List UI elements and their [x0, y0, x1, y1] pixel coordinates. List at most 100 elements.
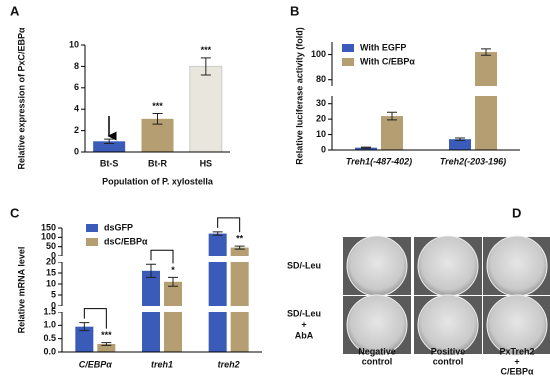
error-bar — [104, 138, 115, 144]
axis-break-gap — [326, 86, 520, 96]
plate — [486, 235, 548, 297]
y-tick-label: 15 — [46, 267, 56, 277]
y-axis-label: Relative expression of PxC/EBPα — [16, 27, 26, 170]
bar — [208, 233, 227, 352]
legend-label: dsGFP — [104, 222, 133, 232]
x-tick-label: treh2 — [218, 359, 240, 369]
y-tick-label: 0.5 — [43, 333, 56, 343]
bar — [97, 344, 116, 352]
error-bar — [455, 137, 465, 141]
error-bar — [481, 48, 491, 56]
significance: ** — [236, 233, 244, 243]
y-tick-label: 0 — [51, 300, 56, 310]
bracket — [83, 308, 107, 329]
y-tick-label: 100 — [311, 49, 326, 59]
y-tick-label: 0 — [321, 144, 326, 154]
error-bar — [152, 112, 163, 125]
column-label: control — [362, 356, 393, 366]
legend-label: With EGFP — [360, 42, 406, 52]
bar — [355, 147, 377, 150]
significance: *** — [101, 330, 112, 340]
bracket — [217, 217, 241, 233]
y-tick-label: 100 — [41, 232, 56, 242]
error-bar — [101, 342, 112, 346]
bar — [230, 247, 249, 352]
significance: *** — [201, 45, 212, 55]
panel-letter: B — [290, 3, 299, 18]
significance: * — [171, 265, 175, 275]
error-bar — [361, 146, 371, 149]
axis-break-gap — [56, 306, 262, 312]
panel-letter: C — [10, 205, 20, 220]
y-tick-label: 10 — [316, 129, 326, 139]
x-tick-label: Bt-R — [148, 158, 167, 168]
plate — [346, 294, 408, 356]
y-tick-label: 10 — [69, 39, 79, 49]
column-label: Positive — [431, 346, 466, 356]
bar — [189, 65, 223, 153]
legend-swatch — [86, 224, 98, 232]
plate — [346, 235, 408, 297]
y-tick-label: 5 — [51, 289, 56, 299]
y-tick-label: 80 — [316, 74, 326, 84]
column-label: + — [514, 356, 519, 366]
column-label: Negative — [358, 346, 396, 356]
error-bar — [168, 276, 178, 287]
error-bar — [79, 322, 90, 332]
y-tick-label: 10 — [46, 278, 56, 288]
y-tick-label: 30 — [316, 98, 326, 108]
x-tick-label: C/EBPα — [79, 359, 113, 369]
legend-swatch — [342, 44, 354, 52]
bar — [75, 326, 94, 352]
row-label: AbA — [295, 330, 314, 340]
y-tick-label: 1.5 — [43, 306, 56, 316]
y-tick-label: 20 — [46, 256, 56, 266]
error-bar — [212, 231, 223, 236]
y-tick-label: 0 — [51, 250, 56, 260]
column-label: control — [433, 356, 464, 366]
bar — [475, 52, 497, 150]
significance: *** — [152, 101, 163, 111]
axis-break-gap — [56, 256, 262, 262]
y-tick-label: 0.0 — [43, 346, 56, 356]
plate — [486, 294, 548, 356]
error-bar — [146, 263, 156, 278]
row-label: SD/-Leu — [287, 260, 321, 270]
y-tick-label: 20 — [316, 114, 326, 124]
bar — [164, 281, 182, 352]
x-tick-label: treh1 — [151, 359, 173, 369]
panel-letter: A — [10, 3, 20, 18]
y-tick-label: 0 — [74, 146, 79, 156]
legend-label: With C/EBPα — [360, 56, 415, 66]
bar — [449, 139, 471, 150]
y-tick-label: 1.0 — [43, 320, 56, 330]
error-bar — [234, 245, 245, 250]
legend-swatch — [342, 58, 354, 66]
y-tick-label: 150 — [41, 222, 56, 232]
error-bar — [200, 57, 211, 76]
x-tick-label: Treh1(-487-402) — [346, 156, 412, 166]
bracket — [150, 249, 174, 264]
x-tick-label: Treh2(-203-196) — [440, 156, 506, 166]
y-tick-label: 2 — [74, 125, 79, 135]
legend-label: dsC/EBPα — [104, 236, 148, 246]
x-tick-label: HS — [200, 158, 213, 168]
plate — [417, 235, 479, 297]
error-bar — [387, 111, 397, 121]
bar — [93, 141, 126, 152]
legend-swatch — [86, 238, 98, 246]
y-tick-label: 4 — [74, 104, 79, 114]
row-label: SD/-Leu — [287, 308, 321, 318]
plate — [417, 294, 479, 356]
y-axis-label: Relative luciferase activity (fold) — [294, 27, 304, 165]
y-tick-label: 8 — [74, 61, 79, 71]
y-tick-label: 50 — [46, 241, 56, 251]
panel-letter: D — [512, 205, 521, 220]
y-tick-label: 6 — [74, 82, 79, 92]
row-label: + — [301, 319, 306, 329]
x-tick-label: Bt-S — [100, 158, 119, 168]
column-label: PxTreh2 — [499, 346, 534, 356]
bar — [381, 116, 403, 150]
column-label: C/EBPα — [500, 366, 534, 376]
